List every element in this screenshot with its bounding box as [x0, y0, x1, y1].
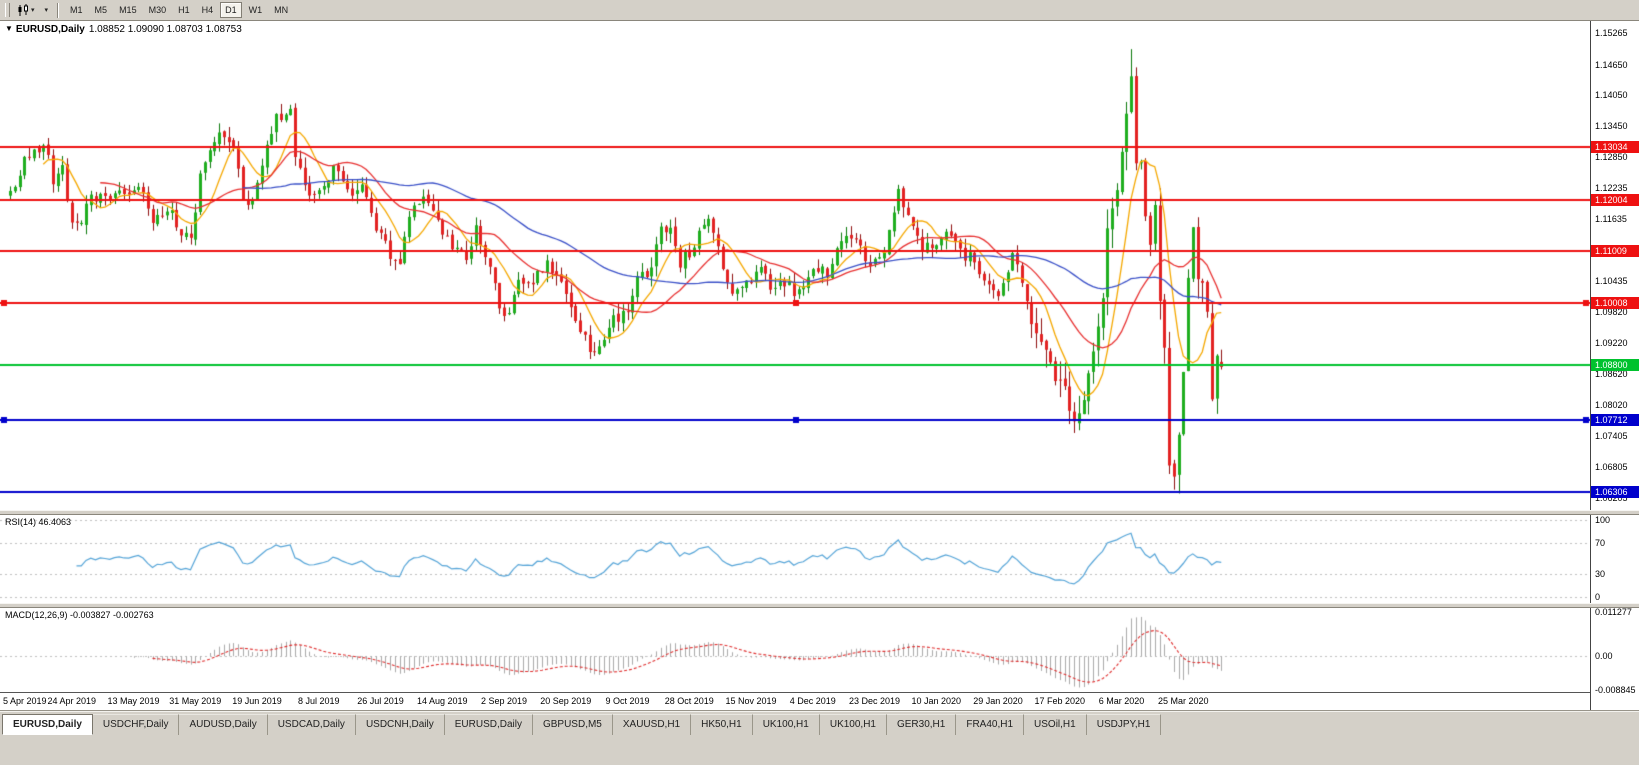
chart-area: ▼ EURUSD,Daily 1.08852 1.09090 1.08703 1.0… [0, 21, 1639, 710]
time-axis-label: 4 Dec 2019 [789, 696, 836, 706]
time-axis-label: 14 Aug 2019 [416, 696, 468, 706]
rsi-indicator-canvas[interactable] [0, 515, 1590, 603]
time-axis-label: 15 Nov 2019 [725, 696, 777, 706]
time-axis-label: 24 Apr 2019 [47, 696, 97, 706]
rsi-axis-tick: 30 [1595, 569, 1606, 579]
macd-label: MACD(12,26,9) -0.003827 -0.002763 [5, 610, 154, 620]
chart-tab-usdchf-daily[interactable]: USDCHF,Daily [92, 714, 180, 735]
timeframe-button-h4[interactable]: H4 [197, 2, 219, 18]
price-axis-tick: 1.14050 [1595, 90, 1628, 100]
chart-tab-usdcad-daily[interactable]: USDCAD,Daily [267, 714, 356, 735]
chart-tab-eurusd-daily[interactable]: EURUSD,Daily [444, 714, 533, 735]
chart-tab-audusd-daily[interactable]: AUDUSD,Daily [179, 714, 268, 735]
bottom-bar: EURUSD,Daily USDCHF,Daily AUDUSD,Daily USDC… [0, 710, 1639, 765]
hline-price-label[interactable]: 1.13034 [1591, 141, 1639, 153]
rsi-axis-tick: 70 [1595, 538, 1606, 548]
price-axis-tick: 1.13450 [1595, 121, 1628, 131]
chart-tab-usdcnh-daily[interactable]: USDCNH,Daily [355, 714, 445, 735]
chart-type-button[interactable]: ▾ [13, 2, 39, 18]
chart-tab-fra40-h1[interactable]: FRA40,H1 [956, 714, 1025, 735]
chart-ohlc-values: 1.08852 1.09090 1.08703 1.08753 [88, 24, 242, 35]
time-axis-label: 17 Feb 2020 [1034, 696, 1086, 706]
time-axis-label: 6 Mar 2020 [1098, 696, 1145, 706]
rsi-axis-tick: 0 [1595, 592, 1601, 602]
time-axis-label: 10 Jan 2020 [911, 696, 962, 706]
timeframe-button-mn[interactable]: MN [269, 2, 293, 18]
chart-tab-uk100-h1[interactable]: UK100,H1 [752, 714, 820, 735]
price-axis-tick: 1.15265 [1595, 28, 1628, 38]
time-axis-label: 26 Jul 2019 [357, 696, 404, 706]
hline-price-label[interactable]: 1.12004 [1591, 194, 1639, 206]
hline-price-label[interactable]: 1.10008 [1591, 297, 1639, 309]
time-axis-label: 19 Jun 2019 [232, 696, 282, 706]
chart-tab-gbpusd-m5[interactable]: GBPUSD,M5 [532, 714, 613, 735]
panel-splitter[interactable] [0, 603, 1639, 608]
time-axis[interactable]: 5 Apr 2019 24 Apr 2019 13 May 2019 31 May 2… [0, 692, 1590, 710]
price-axis-tick: 1.09220 [1595, 338, 1628, 348]
time-axis-label: 13 May 2019 [107, 696, 160, 706]
chevron-down-icon: ▾ [31, 6, 35, 14]
chart-tab-eurusd-daily[interactable]: EURUSD,Daily [2, 714, 93, 735]
chart-tab-usdjpy-h1[interactable]: USDJPY,H1 [1086, 714, 1162, 735]
timeframe-button-w1[interactable]: W1 [244, 2, 268, 18]
timeframe-buttons: M1 M5 M15 M30 H1 H4 D1 W1 MN [64, 2, 294, 18]
price-axis-tick: 1.12235 [1595, 183, 1628, 193]
time-axis-label: 8 Jul 2019 [297, 696, 340, 706]
toolbar-grip[interactable] [5, 3, 10, 17]
price-axis-tick: 1.07405 [1595, 431, 1628, 441]
timeframe-button-m1[interactable]: M1 [65, 2, 88, 18]
price-axis-tick: 1.12850 [1595, 152, 1628, 162]
time-axis-label: 29 Jan 2020 [973, 696, 1023, 706]
price-axis-tick: 1.08020 [1595, 400, 1628, 410]
time-axis-label: 28 Oct 2019 [664, 696, 714, 706]
chart-tab-uk100-h1[interactable]: UK100,H1 [819, 714, 887, 735]
chart-symbol-period: EURUSD,Daily [15, 24, 85, 35]
toolbar-separator [57, 2, 60, 18]
timeframe-button-m30[interactable]: M30 [144, 2, 172, 18]
candlestick-chart-icon [18, 3, 28, 16]
chart-tab-ger30-h1[interactable]: GER30,H1 [886, 714, 957, 735]
chart-tab-usoil-h1[interactable]: USOil,H1 [1024, 714, 1087, 735]
panel-splitter[interactable] [0, 510, 1639, 515]
price-axis-tick: 1.06805 [1595, 462, 1628, 472]
chart-tab-xauusd-h1[interactable]: XAUUSD,H1 [612, 714, 692, 735]
time-axis-label: 20 Sep 2019 [540, 696, 592, 706]
macd-indicator-canvas[interactable] [0, 608, 1590, 692]
macd-axis-tick: 0.00 [1595, 651, 1613, 661]
chart-tab-hk50-h1[interactable]: HK50,H1 [691, 714, 753, 735]
price-axis-tick: 1.14650 [1595, 60, 1628, 70]
price-axis-tick: 1.09820 [1595, 307, 1628, 317]
timeframe-toolbar: ▾ ▾ M1 M5 M15 M30 H1 H4 D1 W1 MN [0, 0, 1639, 21]
macd-axis-tick: 0.011277 [1595, 607, 1632, 617]
chart-tabs: EURUSD,Daily USDCHF,Daily AUDUSD,Daily USDC… [2, 714, 1639, 735]
hline-price-label[interactable]: 1.07712 [1591, 414, 1639, 426]
hline-price-label[interactable]: 1.11009 [1591, 245, 1639, 257]
rsi-label: RSI(14) 46.4063 [5, 517, 72, 527]
time-axis-label: 2 Sep 2019 [480, 696, 528, 706]
chevron-down-icon: ▾ [44, 6, 49, 14]
price-axis-tick: 1.11635 [1595, 214, 1627, 224]
timeframe-button-d1[interactable]: D1 [220, 2, 242, 18]
time-axis-label: 25 Mar 2020 [1157, 696, 1209, 706]
price-axis-tick: 1.08620 [1595, 369, 1628, 379]
time-axis-label: 9 Oct 2019 [605, 696, 650, 706]
macd-axis-tick: -0.008845 [1595, 685, 1636, 695]
rsi-axis-tick: 100 [1595, 515, 1611, 525]
price-chart-canvas[interactable] [0, 21, 1590, 510]
timeframe-button-m15[interactable]: M15 [114, 2, 142, 18]
hline-price-label[interactable]: 1.06306 [1591, 486, 1639, 498]
chart-options-dropdown-button[interactable]: ▾ [39, 2, 53, 18]
price-axis-tick: 1.06205 [1595, 493, 1628, 503]
time-axis-label: 23 Dec 2019 [848, 696, 901, 706]
collapse-chart-icon[interactable]: ▼ [5, 24, 13, 33]
time-axis-label: 31 May 2019 [169, 696, 222, 706]
chart-title: ▼ EURUSD,Daily 1.08852 1.09090 1.08703 1.0… [5, 24, 242, 35]
time-axis-label: 5 Apr 2019 [3, 696, 47, 706]
hline-price-label[interactable]: 1.08800 [1591, 359, 1639, 371]
price-axis-tick: 1.10435 [1595, 276, 1628, 286]
timeframe-button-m5[interactable]: M5 [90, 2, 113, 18]
timeframe-button-h1[interactable]: H1 [173, 2, 195, 18]
price-axis[interactable]: 1.15265 1.14650 1.14050 1.13450 1.12850 1.122… [1590, 21, 1639, 710]
